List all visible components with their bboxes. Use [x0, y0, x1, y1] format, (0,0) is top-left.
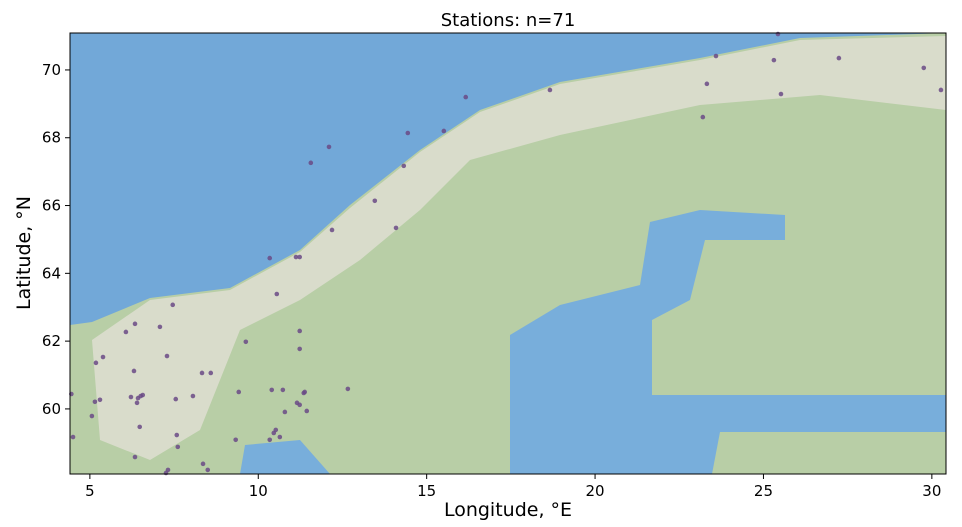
- station-point: [94, 361, 99, 366]
- station-point: [165, 354, 170, 359]
- station-point: [129, 395, 134, 400]
- station-point: [205, 468, 210, 473]
- chart-title: Stations: n=71: [441, 10, 576, 31]
- x-tick-label: 10: [249, 482, 268, 500]
- station-point: [776, 32, 781, 37]
- station-point: [705, 82, 710, 87]
- station-point: [939, 88, 944, 93]
- station-point: [297, 403, 302, 408]
- station-point: [124, 330, 129, 335]
- station-point: [772, 58, 777, 63]
- y-tick-label: 68: [42, 129, 61, 147]
- station-point: [837, 56, 842, 61]
- station-point: [175, 445, 180, 450]
- y-axis-label: Latitude, °N: [13, 196, 35, 310]
- x-tick-label: 15: [417, 482, 436, 500]
- station-point: [271, 431, 276, 436]
- x-tick-label: 30: [922, 482, 941, 500]
- station-point: [283, 410, 288, 415]
- station-point: [140, 393, 145, 398]
- station-point: [278, 435, 283, 440]
- station-point: [191, 394, 196, 399]
- station-point: [701, 115, 706, 120]
- x-tick-label: 25: [754, 482, 773, 500]
- station-point: [274, 292, 279, 297]
- x-tick-label: 5: [85, 482, 95, 500]
- basemap: [70, 33, 946, 474]
- station-point: [164, 471, 169, 476]
- station-point: [133, 322, 138, 327]
- y-tick-label: 66: [42, 197, 61, 215]
- station-point: [90, 414, 95, 419]
- station-point: [548, 88, 553, 93]
- station-point: [297, 347, 302, 352]
- station-point: [297, 329, 302, 334]
- x-axis-label: Longitude, °E: [444, 499, 572, 521]
- y-tick-label: 60: [42, 400, 61, 418]
- station-point: [267, 256, 272, 261]
- station-point: [170, 303, 175, 308]
- station-point: [327, 145, 332, 150]
- chart: Stations: n=71 Longitude, °E Latitude, °…: [0, 0, 962, 523]
- station-point: [330, 228, 335, 233]
- station-point: [281, 388, 286, 393]
- station-point: [137, 425, 142, 430]
- station-point: [135, 401, 140, 406]
- station-point: [267, 437, 272, 442]
- station-point: [346, 387, 351, 392]
- station-point: [921, 66, 926, 71]
- station-point: [98, 397, 103, 402]
- y-tick-label: 64: [42, 264, 61, 282]
- x-tick-label: 20: [586, 482, 605, 500]
- station-point: [173, 397, 178, 402]
- station-point: [174, 433, 179, 438]
- station-point: [406, 131, 411, 136]
- station-point: [442, 129, 447, 134]
- station-point: [394, 226, 399, 231]
- station-point: [233, 437, 238, 442]
- station-point: [372, 198, 377, 203]
- station-point: [297, 255, 302, 260]
- station-point: [200, 371, 205, 376]
- station-point: [208, 371, 213, 376]
- station-point: [779, 92, 784, 97]
- y-tick-label: 62: [42, 332, 61, 350]
- station-point: [714, 54, 719, 59]
- station-point: [463, 95, 468, 100]
- station-point: [401, 164, 406, 169]
- station-point: [93, 399, 98, 404]
- station-point: [158, 325, 163, 330]
- station-point: [132, 369, 137, 374]
- station-point: [269, 388, 274, 393]
- station-point: [71, 435, 76, 440]
- station-point: [201, 462, 206, 467]
- y-tick-label: 70: [42, 61, 61, 79]
- station-point: [309, 161, 314, 166]
- station-point: [101, 355, 106, 360]
- station-point: [133, 455, 138, 460]
- station-point: [304, 409, 309, 414]
- station-point: [236, 390, 241, 395]
- station-point: [302, 390, 307, 395]
- station-point: [244, 340, 249, 345]
